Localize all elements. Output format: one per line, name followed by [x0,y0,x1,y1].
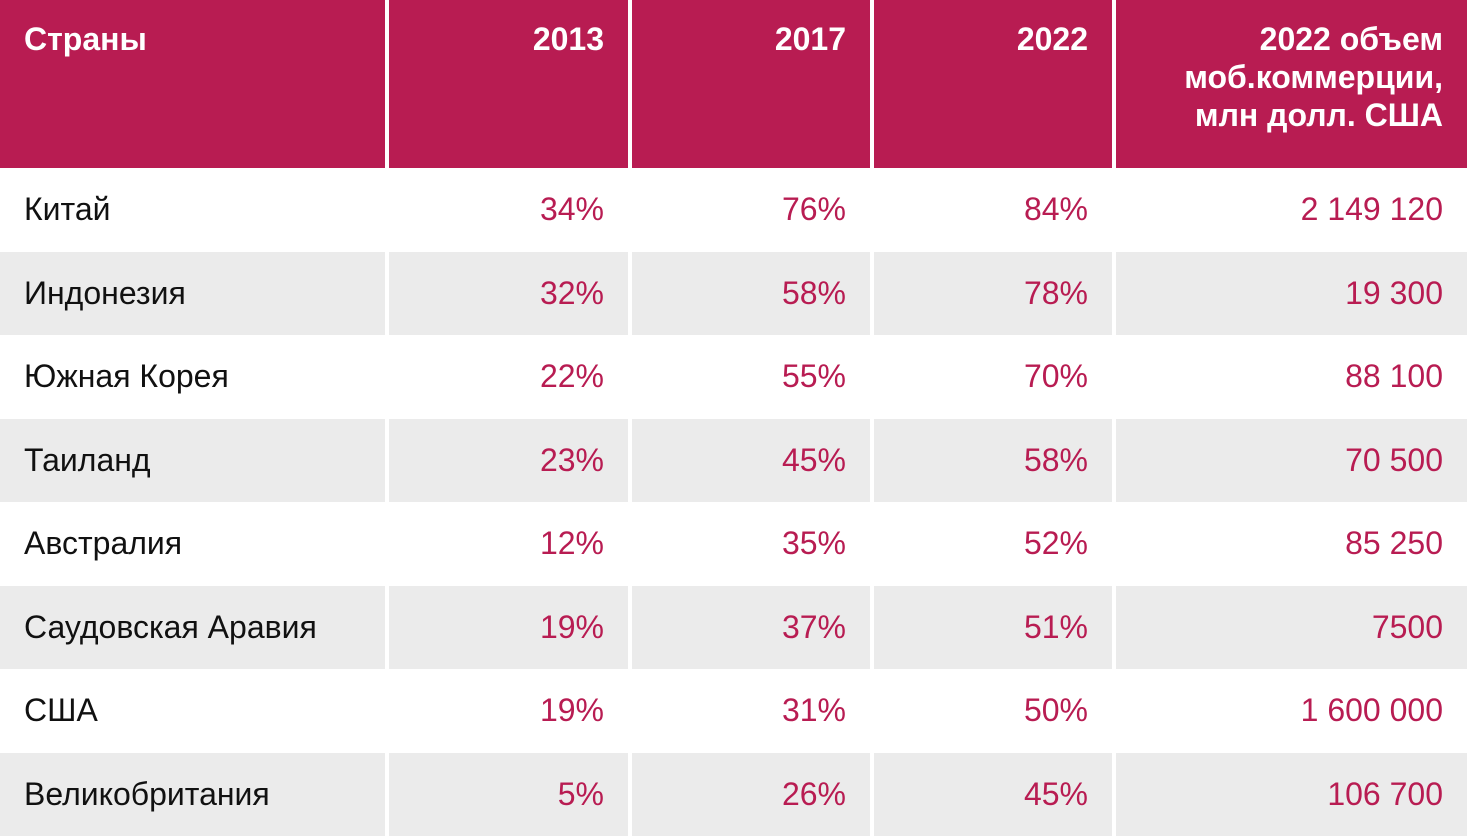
cell-value: 58% [1023,441,1088,478]
cell-value: 19 300 [1345,274,1443,311]
header-line: млн долл. США [1194,97,1443,133]
value-cell: 70 500 [1116,418,1467,502]
cell-value: 70 500 [1345,441,1443,478]
header-cell: Страны [0,0,385,168]
value-cell: 78% [874,251,1112,335]
value-cell: 5% [389,752,628,836]
cell-value: 85 250 [1345,525,1443,562]
value-cell: 106 700 [1116,752,1467,836]
value-cell: 19% [389,669,628,753]
header-cell: 2013 [389,0,628,168]
country-name: Южная Корея [24,358,229,395]
cell-value: 55% [781,358,846,395]
cell-value: 51% [1023,608,1088,645]
header-line: 2022 объем [1259,21,1443,57]
value-cell: 45% [632,418,870,502]
value-cell: 1 600 000 [1116,669,1467,753]
header-cell: 2017 [632,0,870,168]
value-cell: 26% [632,752,870,836]
cell-value: 84% [1023,191,1088,228]
value-cell: 50% [874,669,1112,753]
country-cell: Таиланд [0,418,385,502]
value-cell: 70% [874,335,1112,419]
header-cell: 2022 объем моб.коммерции, млн долл. США [1116,0,1467,168]
country-cell: Индонезия [0,251,385,335]
value-cell: 12% [389,502,628,586]
cell-value: 5% [557,775,604,812]
country-name: Великобритания [24,775,270,812]
cell-value: 78% [1023,274,1088,311]
country-name: Китай [24,191,111,228]
cell-value: 12% [539,525,604,562]
value-cell: 85 250 [1116,502,1467,586]
header-cell: 2022 [874,0,1112,168]
value-cell: 31% [632,669,870,753]
cell-value: 32% [539,274,604,311]
country-name: США [24,692,98,729]
country-name: Австралия [24,525,183,562]
country-name: Таиланд [24,441,151,478]
cell-value: 22% [539,358,604,395]
value-cell: 84% [874,168,1112,252]
value-cell: 45% [874,752,1112,836]
value-cell: 55% [632,335,870,419]
country-cell: Великобритания [0,752,385,836]
value-cell: 52% [874,502,1112,586]
cell-value: 26% [781,775,846,812]
value-cell: 88 100 [1116,335,1467,419]
cell-value: 37% [781,608,846,645]
cell-value: 52% [1023,525,1088,562]
country-cell: США [0,669,385,753]
value-cell: 58% [632,251,870,335]
value-cell: 32% [389,251,628,335]
header-line: моб.коммерции, [1184,59,1443,95]
cell-value: 23% [539,441,604,478]
cell-value: 70% [1023,358,1088,395]
cell-value: 31% [781,692,846,729]
cell-value: 35% [781,525,846,562]
value-cell: 34% [389,168,628,252]
cell-value: 106 700 [1327,775,1443,812]
cell-value: 88 100 [1345,358,1443,395]
value-cell: 7500 [1116,585,1467,669]
country-cell: Китай [0,168,385,252]
cell-value: 58% [781,274,846,311]
value-cell: 19 300 [1116,251,1467,335]
cell-value: 19% [539,692,604,729]
cell-value: 76% [781,191,846,228]
value-cell: 37% [632,585,870,669]
cell-value: 19% [539,608,604,645]
cell-value: 45% [1023,775,1088,812]
header-text: Страны [24,21,147,57]
value-cell: 76% [632,168,870,252]
header-text: 2013 [532,21,604,57]
value-cell: 22% [389,335,628,419]
value-cell: 35% [632,502,870,586]
value-cell: 2 149 120 [1116,168,1467,252]
cell-value: 45% [781,441,846,478]
cell-value: 2 149 120 [1300,191,1443,228]
country-cell: Южная Корея [0,335,385,419]
cell-value: 34% [539,191,604,228]
value-cell: 23% [389,418,628,502]
country-name: Индонезия [24,274,186,311]
country-cell: Австралия [0,502,385,586]
country-cell: Саудовская Аравия [0,585,385,669]
cell-value: 1 600 000 [1300,692,1443,729]
value-cell: 51% [874,585,1112,669]
cell-value: 7500 [1371,608,1443,645]
country-name: Саудовская Аравия [24,608,317,645]
value-cell: 58% [874,418,1112,502]
cell-value: 50% [1023,692,1088,729]
header-text: 2022 [1016,21,1088,57]
value-cell: 19% [389,585,628,669]
header-text: 2017 [774,21,846,57]
